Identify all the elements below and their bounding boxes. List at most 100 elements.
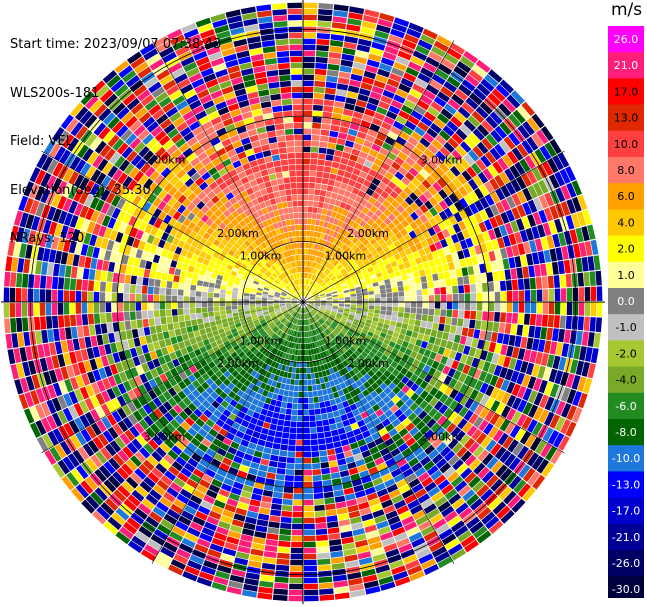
- velocity-gate: [393, 61, 407, 72]
- velocity-gate: [563, 259, 571, 274]
- velocity-gate: [455, 145, 467, 157]
- velocity-gate: [323, 166, 332, 173]
- velocity-gate: [468, 178, 479, 191]
- velocity-gate: [87, 302, 94, 314]
- velocity-gate: [331, 289, 337, 293]
- velocity-gate: [470, 283, 477, 293]
- velocity-gate: [443, 207, 453, 218]
- velocity-gate: [329, 285, 336, 290]
- velocity-gate: [475, 106, 489, 119]
- velocity-gate: [358, 125, 369, 134]
- velocity-gate: [458, 209, 468, 220]
- velocity-gate: [510, 220, 519, 233]
- velocity-gate: [319, 141, 328, 148]
- velocity-gate: [452, 285, 459, 294]
- velocity-gate: [177, 302, 184, 309]
- velocity-gate: [310, 433, 318, 440]
- velocity-gate: [422, 62, 437, 73]
- velocity-gate: [584, 241, 593, 256]
- velocity-gate: [329, 423, 337, 431]
- velocity-gate: [467, 328, 475, 338]
- velocity-gate: [153, 294, 160, 302]
- velocity-gate: [480, 155, 492, 168]
- velocity-gate: [430, 266, 438, 275]
- velocity-gate: [341, 244, 348, 251]
- velocity-gate: [413, 325, 420, 333]
- velocity-gate: [308, 298, 314, 301]
- velocity-gate: [487, 164, 499, 178]
- velocity-gate: [553, 315, 560, 328]
- velocity-gate: [590, 239, 599, 255]
- velocity-gate: [566, 199, 576, 214]
- velocity-gate: [272, 412, 280, 419]
- velocity-gate: [382, 89, 395, 99]
- velocity-gate: [445, 169, 456, 181]
- velocity-gate: [167, 273, 174, 282]
- velocity-gate: [321, 467, 331, 475]
- velocity-gate: [33, 303, 40, 317]
- velocity-gate: [274, 582, 289, 589]
- velocity-gate: [344, 294, 351, 298]
- velocity-gate: [459, 55, 475, 69]
- velocity-gate: [295, 457, 303, 464]
- velocity-gate: [313, 294, 319, 298]
- velocity-gate: [271, 497, 283, 505]
- velocity-gate: [117, 293, 124, 302]
- velocity-gate: [390, 235, 398, 243]
- velocity-gate: [291, 535, 303, 542]
- velocity-gate: [315, 62, 328, 70]
- velocity-gate: [327, 521, 339, 529]
- velocity-gate: [285, 408, 292, 415]
- velocity-gate: [303, 523, 315, 530]
- velocity-gate: [258, 586, 273, 594]
- velocity-gate: [367, 287, 374, 292]
- velocity-gate: [326, 75, 338, 83]
- velocity-gate: [506, 312, 513, 324]
- velocity-gate: [479, 263, 486, 274]
- velocity-gate: [511, 207, 521, 220]
- velocity-gate: [203, 322, 211, 329]
- velocity-gate: [162, 265, 170, 274]
- velocity-gate: [187, 265, 195, 273]
- velocity-gate: [156, 263, 164, 273]
- velocity-gate: [345, 302, 351, 305]
- velocity-gate: [282, 432, 290, 439]
- velocity-gate: [484, 194, 495, 206]
- velocity-gate: [362, 179, 372, 188]
- velocity-gate: [483, 219, 493, 231]
- velocity-gate: [427, 315, 434, 323]
- velocity-gate: [453, 189, 464, 201]
- velocity-gate: [314, 510, 326, 518]
- velocity-gate: [303, 188, 309, 195]
- velocity-gate: [226, 290, 232, 295]
- velocity-gate: [465, 74, 480, 87]
- velocity-gate: [322, 111, 333, 119]
- velocity-gate: [453, 334, 461, 344]
- velocity-gate: [324, 93, 335, 101]
- velocity-gate: [260, 458, 270, 466]
- velocity-gate: [303, 62, 315, 69]
- velocity-gate: [374, 30, 389, 40]
- velocity-gate: [51, 302, 58, 316]
- velocity-gate: [379, 314, 386, 319]
- velocity-gate: [384, 136, 396, 146]
- velocity-gate: [362, 291, 368, 296]
- velocity-gate: [281, 510, 292, 518]
- velocity-gate: [326, 298, 333, 301]
- velocity-gate: [535, 351, 543, 365]
- velocity-gate: [410, 211, 419, 221]
- velocity-gate: [374, 309, 380, 314]
- velocity-gate: [371, 320, 378, 326]
- velocity-gate: [282, 396, 288, 403]
- velocity-gate: [388, 105, 401, 115]
- velocity-gate: [474, 244, 482, 255]
- velocity-gate: [468, 132, 481, 145]
- velocity-gate: [362, 15, 378, 24]
- velocity-gate: [423, 246, 432, 255]
- velocity-gate: [358, 211, 366, 220]
- velocity-gate: [532, 211, 542, 226]
- velocity-gate: [256, 519, 269, 527]
- velocity-gate: [201, 302, 208, 308]
- velocity-gate: [322, 284, 328, 289]
- velocity-gate: [531, 113, 545, 129]
